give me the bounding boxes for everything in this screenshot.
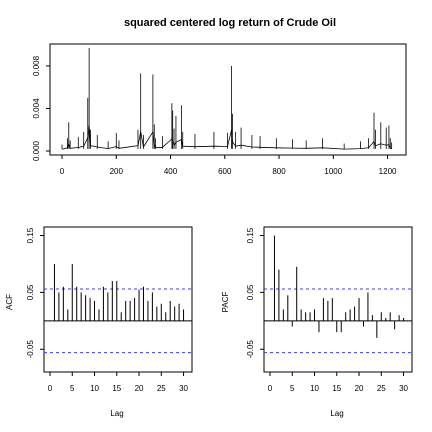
ts-x-tick-label: 600 xyxy=(218,167,232,176)
pacf-x-tick-label: 0 xyxy=(268,384,273,393)
acf-y-axis: -0.05 0.05 0.15 xyxy=(26,227,45,359)
acf-x-tick-label: 10 xyxy=(90,384,99,393)
pacf-bars xyxy=(264,235,412,354)
pacf-y-tick-label: 0.15 xyxy=(246,227,255,243)
ts-series xyxy=(61,47,393,150)
ts-y-tick-label: 0.004 xyxy=(32,98,41,119)
pacf-x-tick-label: 5 xyxy=(290,384,295,393)
pacf-ylabel: PACF xyxy=(221,292,230,313)
ts-x-axis: 0 200 400 600 800 1000 1200 xyxy=(60,154,397,176)
acf-x-tick-label: 30 xyxy=(179,384,188,393)
ts-y-tick-label: 0.008 xyxy=(32,55,41,76)
pacf-panel: -0.05 0.05 0.15 0 5 10 15 20 25 30 Lag PACF xyxy=(221,226,413,418)
pacf-x-tick-label: 30 xyxy=(399,384,408,393)
ts-x-tick-label: 200 xyxy=(110,167,124,176)
ts-panel: squared centered log return of Crude Oil… xyxy=(32,17,407,176)
pacf-y-axis: -0.05 0.05 0.15 xyxy=(246,227,265,359)
acf-x-tick-label: 5 xyxy=(70,384,75,393)
ts-x-tick-label: 1000 xyxy=(324,167,342,176)
ts-x-tick-label: 1200 xyxy=(379,167,397,176)
acf-ylabel: ACF xyxy=(5,294,14,310)
acf-bars xyxy=(44,263,192,354)
pacf-x-tick-label: 15 xyxy=(332,384,341,393)
acf-y-tick-label: -0.05 xyxy=(26,340,35,359)
acf-y-tick-label: 0.05 xyxy=(26,284,35,300)
ts-line xyxy=(61,125,392,150)
pacf-x-tick-label: 10 xyxy=(310,384,319,393)
acf-plot-frame xyxy=(43,226,193,373)
ts-plot-frame xyxy=(49,43,407,156)
pacf-y-tick-label: 0.05 xyxy=(246,284,255,300)
pacf-x-tick-label: 20 xyxy=(355,384,364,393)
acf-y-tick-label: 0.15 xyxy=(26,227,35,243)
ts-x-tick-label: 400 xyxy=(164,167,178,176)
pacf-x-axis: 0 5 10 15 20 25 30 xyxy=(268,371,409,393)
acf-xlabel: Lag xyxy=(110,409,123,418)
pacf-xlabel: Lag xyxy=(330,409,343,418)
acf-x-tick-label: 25 xyxy=(157,384,166,393)
pacf-x-tick-label: 25 xyxy=(377,384,386,393)
ts-title: squared centered log return of Crude Oil xyxy=(124,17,336,29)
ts-y-tick-label: 0.000 xyxy=(32,140,41,161)
ts-y-axis: 0.000 0.004 0.008 xyxy=(32,55,51,161)
acf-x-tick-label: 15 xyxy=(112,384,121,393)
pacf-y-tick-label: -0.05 xyxy=(246,340,255,359)
pacf-plot-frame xyxy=(263,226,413,373)
ts-x-tick-label: 0 xyxy=(60,167,65,176)
acf-x-axis: 0 5 10 15 20 25 30 xyxy=(48,371,189,393)
ts-x-tick-label: 800 xyxy=(272,167,286,176)
acf-x-tick-label: 20 xyxy=(135,384,144,393)
acf-panel: -0.05 0.05 0.15 0 5 10 15 20 25 30 Lag ACF xyxy=(5,226,193,418)
acf-x-tick-label: 0 xyxy=(48,384,53,393)
